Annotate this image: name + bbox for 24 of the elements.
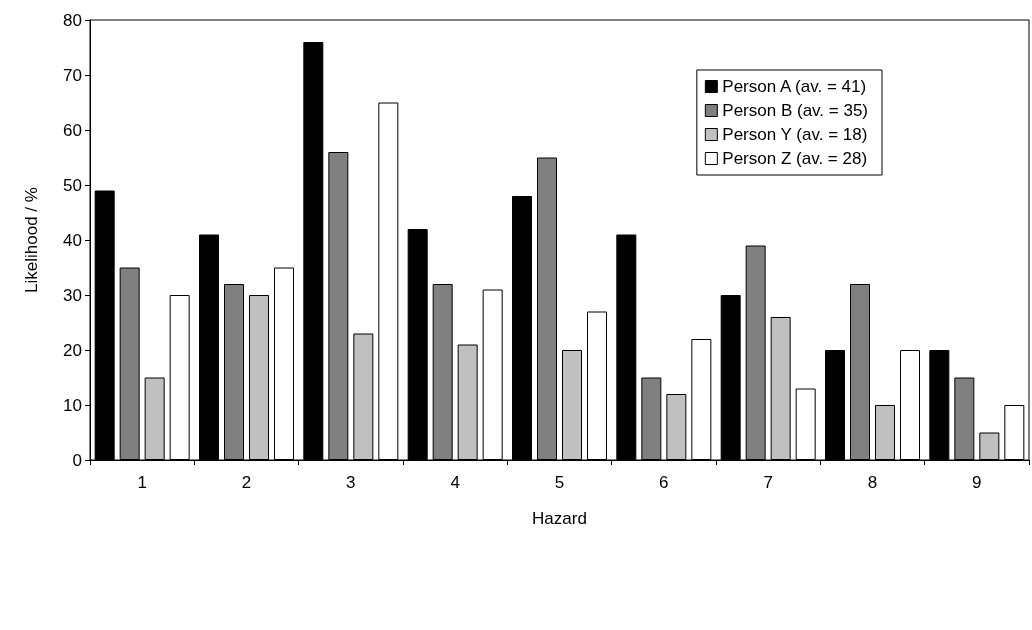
y-tick-label: 20 <box>63 340 82 360</box>
legend-label: Person A (av. = 41) <box>722 77 867 96</box>
legend-label: Person Y (av. = 18) <box>722 125 868 144</box>
legend-label: Person Z (av. = 28) <box>722 149 868 168</box>
y-tick-label: 40 <box>63 230 82 250</box>
y-tick-label: 70 <box>63 65 82 85</box>
y-tick-label: 0 <box>72 450 82 470</box>
y-tick-label: 80 <box>63 10 82 30</box>
x-tick-label: 4 <box>450 473 460 492</box>
x-tick-label: 6 <box>659 473 669 492</box>
y-tick-label: 10 <box>63 395 82 415</box>
x-tick-label: 1 <box>137 473 147 492</box>
x-tick-label: 2 <box>241 473 252 492</box>
y-tick-label: 60 <box>63 120 82 140</box>
x-tick-label: 9 <box>972 473 982 492</box>
y-tick-label: 30 <box>63 285 82 305</box>
x-tick-label: 8 <box>867 473 878 492</box>
x-axis-title: Hazard <box>532 509 587 528</box>
y-axis-title: Likelihood / % <box>22 187 41 293</box>
x-tick-label: 7 <box>763 473 773 492</box>
legend-label: Person B (av. = 35) <box>722 101 868 120</box>
x-tick-label: 3 <box>346 473 356 492</box>
x-tick-label: 5 <box>554 473 565 492</box>
y-tick-label: 50 <box>63 175 82 195</box>
